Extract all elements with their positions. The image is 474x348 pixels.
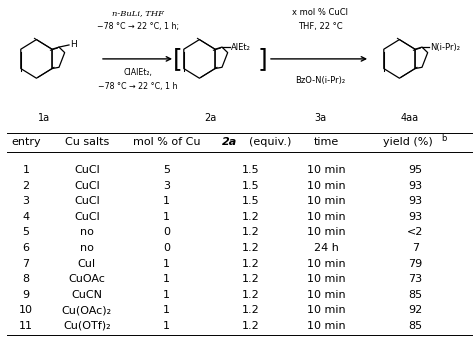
Text: no: no	[80, 227, 94, 237]
Text: 1.2: 1.2	[242, 274, 260, 284]
Text: 10 min: 10 min	[307, 165, 346, 175]
Text: 1.2: 1.2	[242, 212, 260, 222]
Text: 1.2: 1.2	[242, 243, 260, 253]
Text: 1: 1	[163, 196, 170, 206]
Text: 93: 93	[408, 181, 422, 191]
Text: H: H	[70, 40, 77, 49]
Text: 1: 1	[163, 274, 170, 284]
Text: 10 min: 10 min	[307, 321, 346, 331]
Text: −78 °C → 22 °C, 1 h: −78 °C → 22 °C, 1 h	[98, 82, 178, 91]
Text: THF, 22 °C: THF, 22 °C	[298, 22, 342, 31]
Text: 1a: 1a	[38, 113, 50, 123]
Text: 1.2: 1.2	[242, 227, 260, 237]
Text: 1.5: 1.5	[242, 165, 260, 175]
Text: 79: 79	[408, 259, 422, 269]
Text: N(i-Pr)₂: N(i-Pr)₂	[430, 42, 460, 52]
Text: 10 min: 10 min	[307, 181, 346, 191]
Text: 1.2: 1.2	[242, 321, 260, 331]
Text: 9: 9	[22, 290, 29, 300]
Text: 24 h: 24 h	[314, 243, 338, 253]
Text: 1.5: 1.5	[242, 196, 260, 206]
Text: 6: 6	[22, 243, 29, 253]
Text: 95: 95	[408, 165, 422, 175]
Text: 93: 93	[408, 196, 422, 206]
Text: −78 °C → 22 °C, 1 h;: −78 °C → 22 °C, 1 h;	[97, 22, 179, 31]
Text: 10: 10	[19, 305, 33, 315]
Text: AlEt₂: AlEt₂	[231, 42, 251, 52]
Text: 2a: 2a	[222, 137, 237, 147]
Text: entry: entry	[11, 137, 41, 147]
Text: 4: 4	[22, 212, 29, 222]
Text: 10 min: 10 min	[307, 212, 346, 222]
Text: 10 min: 10 min	[307, 274, 346, 284]
Text: 10 min: 10 min	[307, 259, 346, 269]
Text: 5: 5	[163, 165, 170, 175]
Text: 10 min: 10 min	[307, 290, 346, 300]
Text: 73: 73	[408, 274, 422, 284]
Text: CuCl: CuCl	[74, 196, 100, 206]
Text: 7: 7	[22, 259, 29, 269]
Text: x mol % CuCl: x mol % CuCl	[292, 8, 348, 17]
Text: ClAlEt₂,: ClAlEt₂,	[124, 68, 153, 77]
Text: 1.2: 1.2	[242, 305, 260, 315]
Text: CuCl: CuCl	[74, 212, 100, 222]
Text: 1: 1	[163, 212, 170, 222]
Text: 2: 2	[22, 181, 29, 191]
Text: 5: 5	[22, 227, 29, 237]
Text: 1.5: 1.5	[242, 181, 260, 191]
Text: 3a: 3a	[314, 113, 326, 123]
Text: 10 min: 10 min	[307, 305, 346, 315]
Text: (equiv.): (equiv.)	[249, 137, 291, 147]
Text: ]: ]	[257, 47, 267, 71]
Text: 1: 1	[163, 305, 170, 315]
Text: CuOAc: CuOAc	[68, 274, 105, 284]
Text: <2: <2	[407, 227, 424, 237]
Text: Cu salts: Cu salts	[65, 137, 109, 147]
Text: 1.2: 1.2	[242, 290, 260, 300]
Text: CuCl: CuCl	[74, 165, 100, 175]
Text: 2a: 2a	[204, 113, 216, 123]
Text: 1: 1	[163, 321, 170, 331]
Text: CuI: CuI	[78, 259, 96, 269]
Text: 0: 0	[163, 227, 170, 237]
Text: 0: 0	[163, 243, 170, 253]
Text: 11: 11	[19, 321, 33, 331]
Text: 3: 3	[163, 181, 170, 191]
Text: 93: 93	[408, 212, 422, 222]
Text: 1: 1	[163, 259, 170, 269]
Text: yield (%): yield (%)	[383, 137, 433, 147]
Text: n-BuLi, THF: n-BuLi, THF	[112, 9, 164, 17]
Text: CuCl: CuCl	[74, 181, 100, 191]
Text: 8: 8	[22, 274, 29, 284]
Text: 85: 85	[408, 290, 422, 300]
Text: 10 min: 10 min	[307, 196, 346, 206]
Text: 1: 1	[22, 165, 29, 175]
Text: time: time	[314, 137, 339, 147]
Text: Cu(OTf)₂: Cu(OTf)₂	[63, 321, 110, 331]
Text: no: no	[80, 243, 94, 253]
Text: Cu(OAc)₂: Cu(OAc)₂	[62, 305, 112, 315]
Text: 10 min: 10 min	[307, 227, 346, 237]
Text: 7: 7	[412, 243, 419, 253]
Text: 3: 3	[22, 196, 29, 206]
Text: b: b	[442, 134, 447, 143]
Text: 1: 1	[163, 290, 170, 300]
Text: BzO-N(i-Pr)₂: BzO-N(i-Pr)₂	[295, 76, 345, 85]
Text: mol % of Cu: mol % of Cu	[133, 137, 201, 147]
Text: [: [	[173, 47, 183, 71]
Text: 92: 92	[408, 305, 422, 315]
Text: 4aa: 4aa	[401, 113, 419, 123]
Text: CuCN: CuCN	[72, 290, 102, 300]
Text: 85: 85	[408, 321, 422, 331]
Text: 1.2: 1.2	[242, 259, 260, 269]
